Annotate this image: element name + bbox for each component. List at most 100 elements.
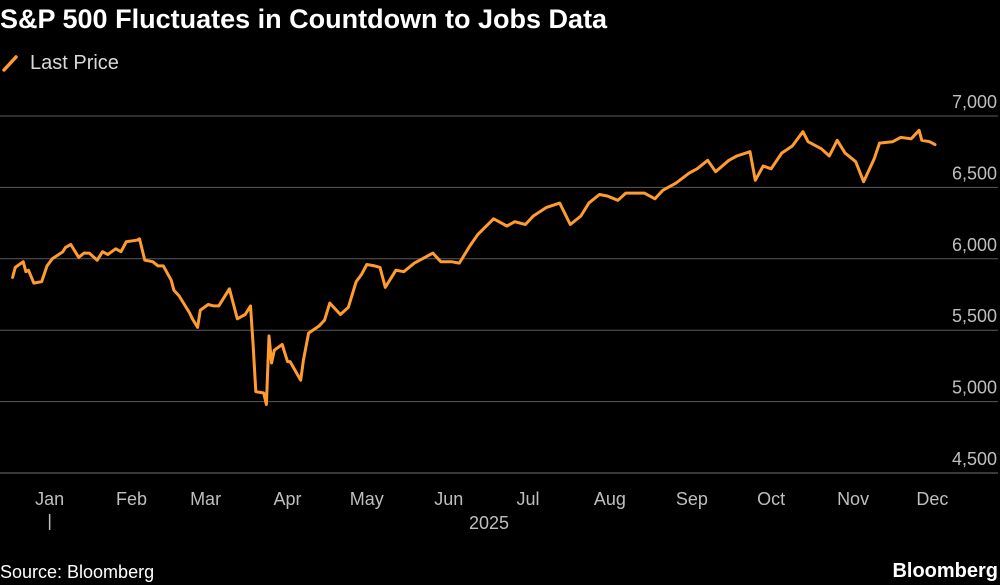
data-point xyxy=(439,260,442,263)
data-point xyxy=(125,240,128,243)
x-tick-label: Sep xyxy=(676,489,708,509)
data-point xyxy=(545,206,548,209)
data-point xyxy=(661,189,664,192)
data-point xyxy=(878,141,881,145)
data-point xyxy=(217,304,220,308)
data-point xyxy=(156,264,160,268)
data-point xyxy=(653,197,657,200)
y-tick-label: 5,500 xyxy=(952,306,997,326)
y-tick-label: 4,500 xyxy=(952,449,997,469)
data-point xyxy=(513,220,516,223)
data-point xyxy=(862,180,865,183)
data-point xyxy=(267,334,271,338)
data-point xyxy=(170,279,173,282)
data-point xyxy=(558,201,561,205)
data-point xyxy=(69,243,73,246)
data-point xyxy=(82,251,86,255)
data-point xyxy=(251,343,255,346)
data-point xyxy=(347,306,350,309)
data-point xyxy=(273,349,276,352)
gridlines xyxy=(0,115,998,474)
y-tick-label: 6,500 xyxy=(952,163,997,183)
data-point xyxy=(820,147,823,150)
legend-label: Last Price xyxy=(30,51,119,74)
data-point xyxy=(373,264,376,268)
data-point xyxy=(910,137,913,140)
data-point xyxy=(106,253,110,256)
data-point xyxy=(754,179,757,182)
data-point xyxy=(524,223,527,226)
data-point xyxy=(40,280,43,283)
x-tick-label: Mar xyxy=(190,489,221,509)
data-point xyxy=(780,151,783,155)
data-point xyxy=(735,154,738,158)
data-point xyxy=(468,244,472,248)
data-point xyxy=(114,247,117,250)
data-point xyxy=(791,144,794,148)
chart-title: S&P 500 Fluctuates in Countdown to Jobs … xyxy=(0,4,608,34)
data-point xyxy=(598,193,601,196)
data-point xyxy=(188,311,191,315)
data-point xyxy=(254,390,257,393)
data-point xyxy=(22,260,25,263)
y-tick-label: 5,000 xyxy=(952,378,997,398)
data-point xyxy=(228,287,231,290)
data-point xyxy=(45,264,49,268)
y-axis-ticks: 4,500 5,000 5,500 6,000 6,500 7,000 xyxy=(952,92,997,469)
x-tick-label: Jul xyxy=(516,489,539,509)
data-point xyxy=(579,214,583,218)
data-point xyxy=(674,181,678,185)
x-tick-label: Feb xyxy=(116,489,147,509)
x-tick-label: Oct xyxy=(757,489,785,509)
data-point xyxy=(450,260,453,263)
data-point xyxy=(928,140,931,143)
data-point xyxy=(24,270,28,273)
data-point xyxy=(355,280,358,283)
data-point xyxy=(172,289,176,292)
data-point xyxy=(299,379,302,382)
data-point xyxy=(402,270,405,273)
data-point xyxy=(61,250,65,253)
data-point xyxy=(191,317,194,320)
data-point xyxy=(828,154,831,158)
data-point xyxy=(281,343,284,346)
data-point xyxy=(64,246,67,249)
data-point xyxy=(143,259,146,262)
data-point xyxy=(706,159,709,162)
data-point xyxy=(119,250,123,253)
data-point xyxy=(365,263,368,266)
data-point xyxy=(505,224,509,228)
data-point xyxy=(101,250,104,253)
data-point xyxy=(11,276,14,279)
data-point xyxy=(762,164,765,168)
data-point xyxy=(458,261,461,265)
data-point xyxy=(27,269,30,272)
data-point xyxy=(265,403,268,406)
series-layer xyxy=(11,128,937,406)
data-point xyxy=(384,286,387,289)
data-point xyxy=(854,160,857,163)
data-point xyxy=(360,273,363,276)
data-point xyxy=(212,304,215,308)
data-point xyxy=(244,313,247,316)
data-point xyxy=(207,303,210,306)
data-point xyxy=(288,360,292,363)
data-point xyxy=(587,201,590,205)
data-point xyxy=(318,324,321,328)
x-tick-label: Apr xyxy=(273,489,301,509)
data-point xyxy=(801,130,805,133)
source-note: Source: Bloomberg xyxy=(0,562,155,582)
series-line-last-price xyxy=(11,128,937,406)
x-tick-label: Jun xyxy=(434,489,463,509)
legend: Last Price xyxy=(0,50,119,76)
data-point xyxy=(616,199,620,202)
data-point xyxy=(431,251,435,255)
bloomberg-logo: Bloomberg xyxy=(892,560,998,582)
data-point xyxy=(917,129,921,132)
data-point xyxy=(933,143,937,146)
data-point xyxy=(421,257,424,260)
data-point xyxy=(606,194,609,198)
data-point xyxy=(199,309,202,312)
data-point xyxy=(249,304,252,308)
data-point xyxy=(476,233,479,236)
